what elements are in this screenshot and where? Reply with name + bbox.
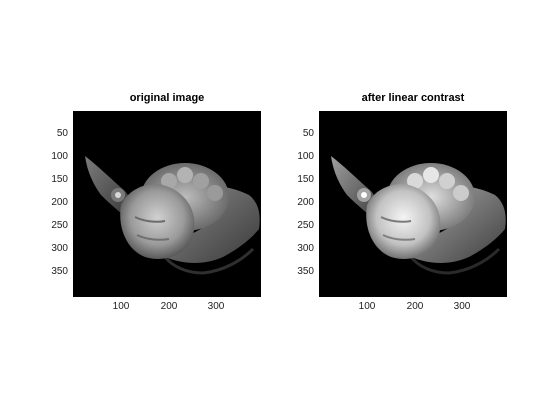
left-ytick-100: 100 xyxy=(51,151,68,162)
left-subplot-image xyxy=(73,111,261,297)
right-ytick-50: 50 xyxy=(302,128,314,139)
left-ytick-300: 300 xyxy=(51,243,68,254)
right-subplot-title: after linear contrast xyxy=(361,92,465,104)
right-ytick-250: 250 xyxy=(297,220,314,231)
right-ytick-350: 350 xyxy=(297,266,314,277)
left-xtick-200: 200 xyxy=(160,301,178,312)
right-xtick-100: 100 xyxy=(358,301,376,312)
left-ytick-150: 150 xyxy=(51,174,68,185)
left-ytick-350: 350 xyxy=(51,266,68,277)
right-subplot-image xyxy=(319,111,507,297)
left-ytick-250: 250 xyxy=(51,220,68,231)
right-ytick-200: 200 xyxy=(297,197,314,208)
left-ytick-200: 200 xyxy=(51,197,68,208)
right-xtick-300: 300 xyxy=(453,301,471,312)
right-ytick-300: 300 xyxy=(297,243,314,254)
left-subplot-title: original image xyxy=(129,92,205,104)
right-ytick-150: 150 xyxy=(297,174,314,185)
left-ytick-50: 50 xyxy=(56,128,68,139)
right-ytick-100: 100 xyxy=(297,151,314,162)
left-xtick-300: 300 xyxy=(207,301,225,312)
left-xtick-100: 100 xyxy=(112,301,130,312)
right-xtick-200: 200 xyxy=(406,301,424,312)
